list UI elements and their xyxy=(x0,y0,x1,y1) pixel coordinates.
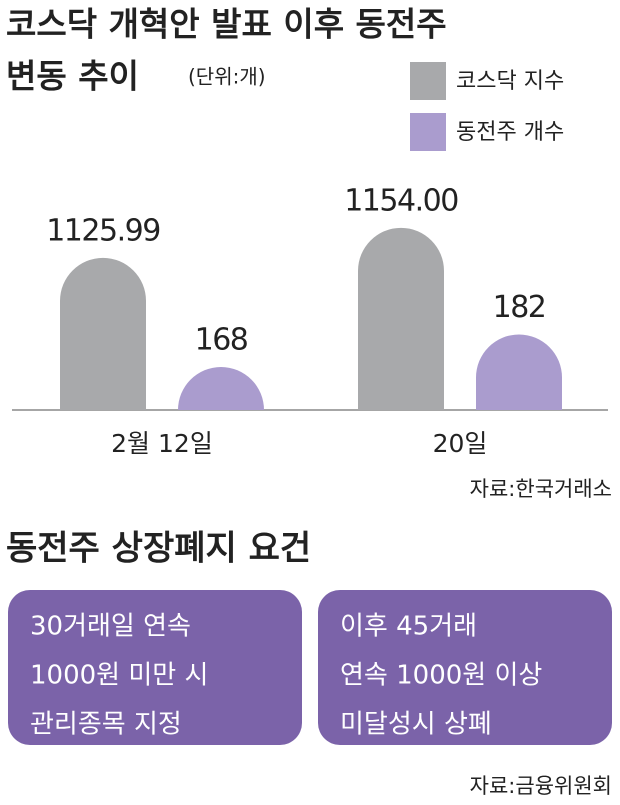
unit-label: (단위:개) xyxy=(188,65,266,89)
x-tick-label: 2월 12일 xyxy=(111,429,213,458)
criteria-line: 관리종목 지정 xyxy=(30,710,182,740)
source: 자료:한국거래소 xyxy=(470,477,612,501)
source: 자료:금융위원회 xyxy=(470,774,612,798)
criteria-line: 1000원 미만 시 xyxy=(30,661,208,691)
criteria-line: 미달성시 상폐 xyxy=(340,710,492,740)
criteria-line: 30거래일 연속 xyxy=(30,612,191,642)
chart-title: 변동 추이 xyxy=(6,57,139,96)
bar xyxy=(60,257,146,410)
bar xyxy=(178,367,264,410)
value-label: 182 xyxy=(493,290,546,325)
legend-swatch xyxy=(410,62,446,100)
x-tick-label: 20일 xyxy=(433,429,488,458)
section-title: 동전주 상장폐지 요건 xyxy=(6,529,311,569)
legend-label: 동전주 개수 xyxy=(456,120,564,145)
value-label: 168 xyxy=(195,323,248,358)
chart-title: 코스닥 개혁안 발표 이후 동전주 xyxy=(6,5,447,44)
legend-swatch xyxy=(410,113,446,151)
criteria-line: 이후 45거래 xyxy=(340,612,477,642)
bar xyxy=(476,334,562,410)
criteria-box xyxy=(8,590,302,745)
value-label: 1125.99 xyxy=(46,213,160,248)
criteria-line: 연속 1000원 이상 xyxy=(340,661,542,691)
bar xyxy=(358,227,444,410)
criteria-box xyxy=(318,590,612,745)
value-label: 1154.00 xyxy=(344,183,458,218)
legend-label: 코스닥 지수 xyxy=(456,69,564,94)
